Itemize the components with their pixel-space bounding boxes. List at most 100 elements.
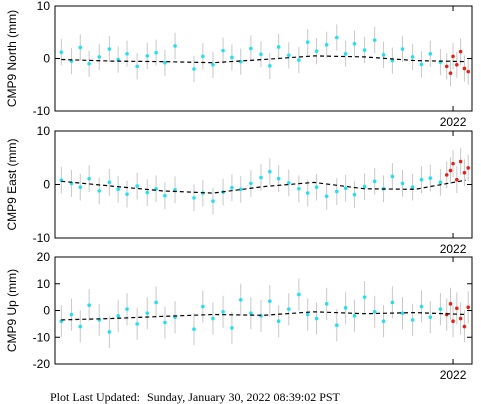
- x-tick-label: 2022: [440, 115, 467, 129]
- data-point: [97, 55, 102, 59]
- data-point: [87, 303, 91, 307]
- data-point: [145, 54, 150, 58]
- data-point: [97, 189, 102, 193]
- data-point: [314, 316, 319, 321]
- data-point: [297, 186, 301, 191]
- data-point: [230, 185, 234, 190]
- data-point: [286, 181, 291, 185]
- data-point: [78, 45, 83, 50]
- data-point: [410, 318, 415, 322]
- data-point: [334, 189, 339, 194]
- y-tick-label: -20: [33, 357, 51, 371]
- data-point: [343, 306, 348, 310]
- data-point: [314, 49, 319, 53]
- data-point: [428, 315, 433, 319]
- data-point: [116, 57, 120, 62]
- data-point: [466, 69, 471, 74]
- panel: [59, 148, 471, 215]
- data-point: [451, 161, 455, 166]
- data-point: [154, 50, 158, 55]
- data-point: [324, 43, 329, 47]
- data-point: [462, 170, 467, 175]
- data-point: [400, 47, 405, 51]
- data-point: [455, 306, 459, 311]
- data-point: [305, 312, 310, 317]
- data-point: [259, 52, 263, 57]
- data-point: [444, 64, 449, 69]
- data-point: [444, 173, 449, 177]
- data-point: [116, 314, 120, 318]
- data-point: [238, 298, 243, 302]
- data-point: [362, 184, 367, 189]
- data-point: [352, 192, 357, 197]
- data-point: [390, 300, 395, 305]
- data-point: [249, 311, 253, 315]
- data-point: [324, 194, 329, 199]
- y-axis-label: CMP9 Up (mm): [5, 269, 19, 352]
- data-point: [455, 177, 459, 182]
- footer-timestamp: Sunday, January 30, 2022 08:39:02 PST: [147, 390, 341, 404]
- plot-frame: [54, 130, 473, 239]
- data-point: [458, 159, 463, 164]
- data-point: [314, 185, 319, 189]
- data-point: [135, 184, 139, 188]
- data-point: [305, 40, 310, 45]
- data-point: [286, 307, 291, 311]
- data-point: [125, 51, 129, 56]
- data-point: [163, 193, 167, 198]
- data-point: [297, 58, 301, 62]
- data-point: [173, 44, 177, 48]
- data-point: [125, 307, 129, 311]
- data-point: [438, 307, 443, 311]
- data-point: [276, 176, 281, 181]
- data-point: [451, 54, 455, 59]
- data-point: [334, 323, 339, 328]
- data-point: [462, 66, 467, 71]
- data-point: [362, 295, 367, 299]
- y-tick-label: -10: [33, 104, 51, 118]
- data-point: [286, 53, 291, 58]
- data-point: [462, 324, 467, 329]
- data-point: [87, 61, 91, 66]
- data-point: [230, 326, 234, 330]
- y-axis-label: CMP9 East (mm): [5, 138, 19, 230]
- data-point: [381, 53, 386, 57]
- data-point: [107, 47, 112, 51]
- data-point: [276, 45, 281, 49]
- data-point: [372, 310, 377, 314]
- data-point: [259, 175, 263, 180]
- data-point: [451, 319, 455, 324]
- data-point: [145, 311, 150, 315]
- y-tick-label: 0: [43, 52, 50, 66]
- data-point: [458, 316, 463, 321]
- data-point: [343, 186, 348, 191]
- data-point: [305, 191, 310, 195]
- data-point: [410, 185, 415, 189]
- data-point: [69, 312, 74, 317]
- data-point: [268, 169, 272, 174]
- data-point: [438, 180, 443, 185]
- data-point: [372, 179, 377, 184]
- data-point: [324, 302, 329, 306]
- data-point: [249, 181, 253, 186]
- y-axis-label: CMP9 North (mm): [5, 10, 19, 107]
- data-point: [135, 64, 139, 69]
- data-point: [297, 292, 301, 297]
- data-point: [448, 302, 453, 306]
- data-point: [201, 54, 205, 59]
- trend-line: [61, 55, 466, 64]
- data-point: [419, 62, 424, 67]
- data-point: [221, 48, 225, 53]
- data-point: [410, 55, 415, 59]
- data-point: [238, 59, 243, 64]
- data-point: [145, 190, 150, 195]
- data-point: [352, 42, 357, 46]
- data-point: [268, 299, 272, 303]
- data-point: [230, 55, 234, 60]
- data-point: [419, 177, 424, 182]
- data-point: [107, 330, 112, 334]
- data-point: [390, 174, 395, 179]
- data-point: [343, 51, 348, 56]
- y-tick-label: 10: [37, 0, 51, 13]
